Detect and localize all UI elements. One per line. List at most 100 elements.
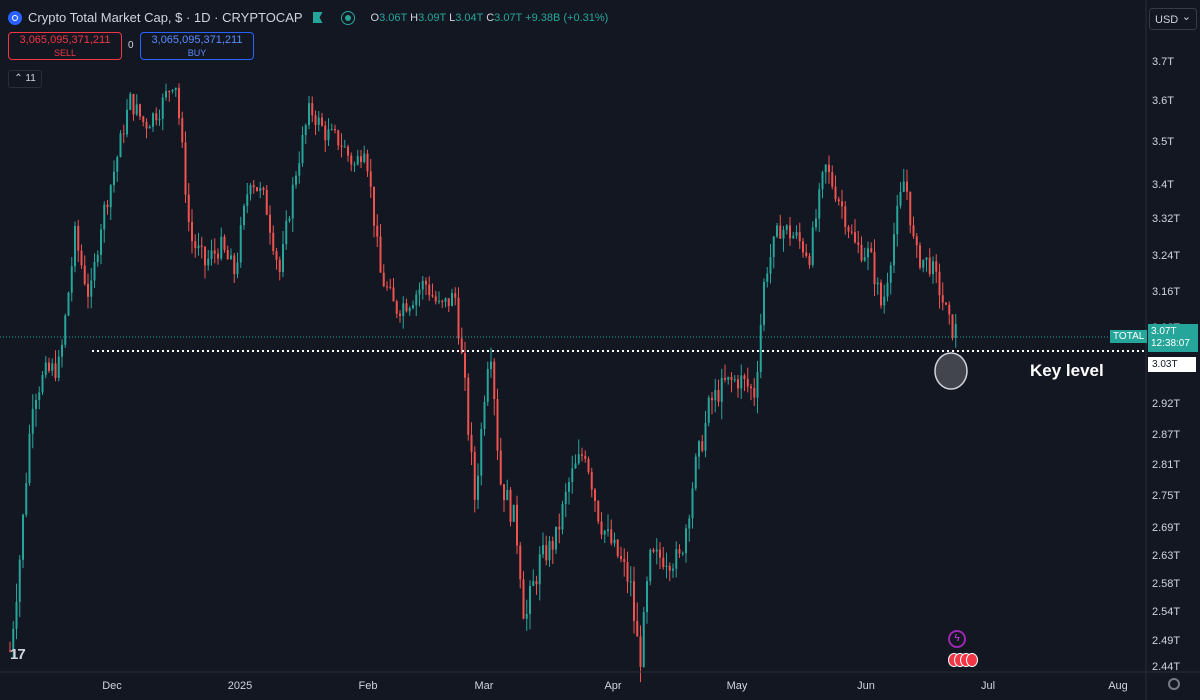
buy-button[interactable]: 3,065,095,371,211 BUY	[140, 32, 254, 60]
candle-body	[486, 369, 489, 402]
candle-body	[607, 529, 609, 531]
candle-body	[269, 214, 271, 233]
candle-body	[659, 549, 661, 558]
indicators-toggle-button[interactable]: ⌃ 11	[8, 70, 42, 88]
candle-body	[798, 232, 801, 242]
candle-body	[431, 295, 434, 297]
candle-body	[265, 189, 268, 215]
candle-body	[9, 650, 11, 652]
open-value: 3.06T	[379, 11, 408, 24]
candle-body	[178, 87, 180, 119]
candle-body	[555, 526, 557, 550]
candle-body	[132, 93, 135, 115]
candle-body	[405, 303, 408, 312]
candle-body	[454, 293, 457, 298]
candle-body	[519, 545, 522, 580]
candle-body	[207, 258, 210, 266]
candle-body	[581, 454, 583, 456]
candle-body	[311, 103, 314, 116]
candle-body	[386, 286, 388, 288]
candle-body	[467, 377, 470, 435]
candle-body	[217, 253, 219, 259]
economic-events-icon[interactable]	[948, 653, 982, 669]
candle-body	[152, 113, 154, 127]
candle-body	[379, 236, 382, 273]
sell-button[interactable]: 3,065,095,371,211 SELL	[8, 32, 122, 60]
lightning-event-icon[interactable]: ϟ	[948, 630, 966, 648]
y-tick-label: 2.63T	[1152, 550, 1180, 562]
candle-body	[883, 296, 886, 306]
candle-body	[116, 157, 119, 172]
y-tick-label: 2.44T	[1152, 661, 1180, 673]
symbol-title[interactable]: Crypto Total Market Cap, $ · 1D · CRYPTO…	[28, 10, 303, 25]
gear-icon[interactable]	[1168, 678, 1180, 690]
candle-body	[122, 133, 125, 135]
candle-body	[707, 397, 710, 423]
candle-body	[376, 225, 379, 237]
key-level-highlight	[934, 352, 968, 390]
candle-body	[106, 204, 109, 208]
candle-body	[503, 484, 505, 501]
candle-body	[685, 528, 687, 554]
candle-body	[834, 186, 837, 200]
candle-body	[896, 205, 899, 235]
candle-body	[392, 287, 395, 302]
candle-body	[733, 379, 736, 381]
candle-body	[243, 205, 245, 226]
candle-body	[171, 89, 174, 92]
candle-body	[282, 244, 284, 272]
candle-body	[545, 545, 548, 561]
candle-body	[756, 372, 759, 398]
candle-body	[168, 91, 171, 93]
candle-body	[135, 104, 138, 115]
candle-body	[886, 282, 889, 297]
candle-body	[584, 455, 587, 459]
candle-body	[317, 117, 320, 125]
candle-body	[564, 491, 567, 505]
candle-body	[805, 252, 808, 256]
y-tick-label: 2.49T	[1152, 635, 1180, 647]
candle-body	[639, 636, 642, 667]
candle-body	[408, 308, 411, 312]
candle-body	[889, 265, 892, 283]
candle-body	[737, 379, 739, 389]
candle-body	[909, 191, 912, 226]
tradingview-logo-icon[interactable]: 17	[10, 646, 26, 663]
candle-body	[70, 266, 73, 293]
candle-body	[915, 236, 918, 246]
candle-body	[561, 504, 564, 530]
x-tick-label: Feb	[359, 680, 378, 692]
candle-body	[295, 175, 297, 185]
close-value: 3.07T	[494, 11, 523, 24]
candle-body	[496, 399, 499, 451]
candle-body	[434, 296, 437, 302]
flag-icon[interactable]	[312, 12, 323, 23]
y-tick-label: 2.92T	[1152, 398, 1180, 410]
currency-select[interactable]: USD	[1149, 6, 1197, 30]
candles-layer	[9, 83, 957, 683]
last-price-tag: 3.07T 12:38:07	[1148, 324, 1198, 352]
candle-body	[499, 450, 502, 485]
candle-body	[230, 255, 232, 260]
candle-body	[516, 504, 518, 546]
candle-body	[759, 324, 762, 373]
candle-body	[935, 261, 938, 272]
candle-body	[477, 475, 479, 500]
candle-body	[259, 187, 262, 191]
candle-body	[636, 620, 639, 637]
candle-body	[603, 530, 606, 535]
candle-body	[672, 568, 674, 571]
candle-body	[457, 297, 460, 339]
candle-body	[717, 390, 720, 402]
candle-body	[893, 234, 895, 266]
candle-body	[873, 252, 876, 285]
y-tick-label: 3.6T	[1152, 95, 1174, 107]
candle-body	[854, 232, 856, 243]
candle-body	[61, 344, 63, 357]
candle-body	[197, 245, 200, 249]
candle-body	[763, 281, 765, 325]
eye-icon[interactable]	[340, 10, 355, 25]
y-tick-label: 3.7T	[1152, 56, 1174, 68]
candle-body	[249, 185, 252, 195]
